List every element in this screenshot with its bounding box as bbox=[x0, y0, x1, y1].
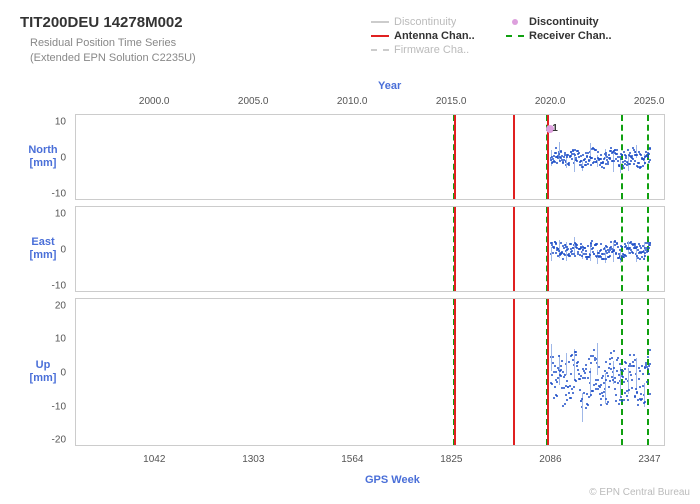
gps-tick: 1303 bbox=[242, 454, 264, 465]
ytick: -10 bbox=[36, 280, 66, 291]
year-tick: 2020.0 bbox=[535, 96, 566, 107]
ytick: -10 bbox=[36, 188, 66, 199]
panel-east: East[mm]-10010 bbox=[75, 206, 665, 292]
event-line bbox=[621, 299, 623, 445]
ytick: -10 bbox=[36, 401, 66, 412]
event-line bbox=[547, 299, 549, 445]
event-line bbox=[513, 207, 515, 291]
legend-item: Discontinuity bbox=[505, 16, 640, 28]
event-line bbox=[454, 299, 456, 445]
year-tick: 2025.0 bbox=[634, 96, 665, 107]
chart-subtitle: Residual Position Time Series(Extended E… bbox=[30, 36, 196, 67]
top-axis-label: Year bbox=[378, 80, 401, 92]
event-line bbox=[621, 115, 623, 199]
event-line bbox=[547, 207, 549, 291]
ytick: 10 bbox=[36, 334, 66, 345]
annotation-label: 1 bbox=[552, 123, 558, 134]
gps-tick: 2086 bbox=[539, 454, 561, 465]
event-line bbox=[621, 207, 623, 291]
chart-title: TIT200DEU 14278M002 bbox=[20, 14, 183, 31]
gps-tick: 1825 bbox=[440, 454, 462, 465]
year-axis: 2000.0 2005.0 2010.0 2015.0 2020.0 2025.0 bbox=[75, 96, 665, 110]
ytick: 0 bbox=[36, 368, 66, 379]
ytick: 0 bbox=[36, 153, 66, 164]
event-line bbox=[454, 207, 456, 291]
year-tick: 2000.0 bbox=[139, 96, 170, 107]
gps-tick: 1564 bbox=[341, 454, 363, 465]
ytick: -20 bbox=[36, 435, 66, 446]
year-tick: 2015.0 bbox=[436, 96, 467, 107]
gps-axis: 1042 1303 1564 1825 2086 2347 bbox=[75, 454, 665, 468]
gps-tick: 2347 bbox=[638, 454, 660, 465]
credit: © EPN Central Bureau bbox=[589, 487, 690, 498]
event-line bbox=[513, 115, 515, 199]
event-line bbox=[513, 299, 515, 445]
legend-item: Firmware Cha.. bbox=[370, 44, 505, 56]
event-line bbox=[647, 207, 649, 291]
legend: DiscontinuityDiscontinuityAntenna Chan..… bbox=[370, 16, 640, 58]
legend-item: Receiver Chan.. bbox=[505, 30, 640, 42]
ytick: 20 bbox=[36, 300, 66, 311]
panel-north: North[mm]-100101 bbox=[75, 114, 665, 200]
ytick: 0 bbox=[36, 245, 66, 256]
year-tick: 2010.0 bbox=[337, 96, 368, 107]
legend-item: Discontinuity bbox=[370, 16, 505, 28]
panel-up: Up[mm]-20-1001020 bbox=[75, 298, 665, 446]
bottom-axis-label: GPS Week bbox=[365, 474, 420, 486]
year-tick: 2005.0 bbox=[238, 96, 269, 107]
gps-tick: 1042 bbox=[143, 454, 165, 465]
ytick: 10 bbox=[36, 209, 66, 220]
ytick: 10 bbox=[36, 117, 66, 128]
event-line bbox=[454, 115, 456, 199]
legend-item: Antenna Chan.. bbox=[370, 30, 505, 42]
